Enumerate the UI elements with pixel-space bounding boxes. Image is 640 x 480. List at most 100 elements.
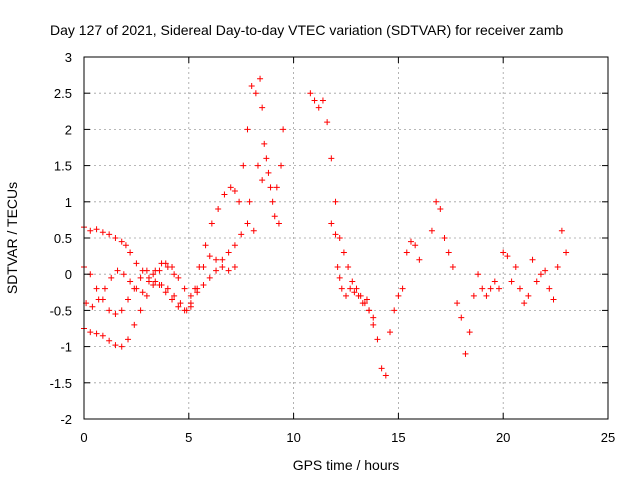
data-point (158, 260, 165, 267)
series-track-e (240, 75, 287, 205)
data-point (334, 263, 341, 270)
data-point (441, 235, 448, 241)
data-point (181, 307, 188, 314)
data-point (512, 263, 519, 270)
series-track-d (83, 260, 178, 310)
data-point (139, 289, 146, 296)
data-point (351, 289, 358, 296)
data-point (238, 231, 245, 238)
data-point (244, 126, 251, 133)
data-point (200, 263, 207, 270)
data-point (125, 336, 132, 343)
data-point (307, 90, 314, 97)
data-point (101, 285, 108, 292)
data-point (152, 267, 159, 274)
data-point (93, 330, 100, 337)
data-point (374, 336, 381, 343)
data-point (324, 119, 331, 126)
data-point (131, 321, 138, 328)
x-tick-label: 10 (286, 430, 300, 445)
data-point (187, 303, 194, 310)
data-point (175, 303, 182, 310)
data-point (466, 329, 473, 336)
data-point (114, 267, 121, 274)
data-point (177, 300, 184, 307)
data-point (219, 263, 226, 270)
data-point (516, 285, 523, 292)
x-tick-label: 25 (601, 430, 615, 445)
grid-layer (84, 57, 608, 419)
data-point (525, 292, 532, 299)
x-tick-label: 15 (391, 430, 405, 445)
data-point (87, 329, 94, 336)
data-point (137, 274, 144, 281)
data-point (407, 238, 414, 245)
data-point (563, 249, 570, 256)
data-point (169, 296, 176, 303)
data-point (340, 249, 347, 256)
data-point (257, 75, 264, 82)
y-tick-label: 2 (65, 122, 72, 137)
data-point (244, 220, 251, 227)
data-point (150, 271, 157, 278)
tick-layer: 0 5 10 15 20 25 -2 -1.5 -1 -0.5 0 0.5 1 1.5 2 2.5 3 (50, 50, 616, 445)
data-point (171, 271, 178, 278)
data-point (120, 271, 127, 278)
series-track-j (428, 198, 511, 357)
data-point (112, 235, 119, 241)
data-point (133, 260, 140, 267)
data-point (328, 220, 335, 227)
data-point (529, 256, 536, 263)
data-point (343, 292, 349, 299)
data-point (215, 206, 222, 213)
data-point (164, 285, 171, 292)
data-point (175, 274, 182, 281)
data-point (225, 267, 232, 274)
data-point (533, 278, 540, 285)
data-point (311, 97, 318, 104)
y-tick-label: 0.5 (54, 231, 72, 246)
data-point (194, 289, 201, 296)
data-point (546, 285, 553, 292)
y-tick-label: 1 (65, 195, 72, 210)
series-track-c (81, 220, 251, 350)
chart-title: Day 127 of 2021, Sidereal Day-to-day VTE… (50, 22, 563, 38)
data-point (231, 242, 238, 249)
data-point (542, 267, 549, 274)
data-point (345, 263, 352, 270)
data-point (145, 278, 152, 285)
data-point (558, 227, 565, 234)
data-point (338, 285, 345, 292)
y-tick-label: -2 (60, 412, 72, 427)
series-track-h (328, 220, 370, 307)
data-point (332, 231, 339, 238)
data-point (336, 235, 343, 241)
data-point (412, 242, 419, 249)
data-point (267, 184, 274, 191)
data-point (363, 296, 370, 303)
series-track-a (81, 184, 243, 314)
data-point (554, 263, 561, 270)
x-tick-label: 0 (80, 430, 87, 445)
data-point (278, 162, 285, 169)
data-point (550, 296, 557, 303)
data-point (93, 226, 100, 233)
data-point (213, 267, 220, 274)
data-point (162, 289, 169, 296)
data-point (479, 285, 486, 292)
data-point (150, 282, 157, 289)
data-point (449, 263, 456, 270)
data-point (250, 227, 257, 234)
data-point (508, 278, 515, 285)
data-point (403, 249, 410, 256)
data-point (328, 155, 335, 162)
data-point (458, 314, 465, 321)
data-point (487, 285, 494, 292)
data-point (470, 292, 477, 299)
data-point (454, 300, 461, 307)
data-point (118, 238, 125, 245)
data-point (259, 104, 266, 111)
series-track-i (366, 238, 423, 379)
data-point (231, 263, 238, 270)
